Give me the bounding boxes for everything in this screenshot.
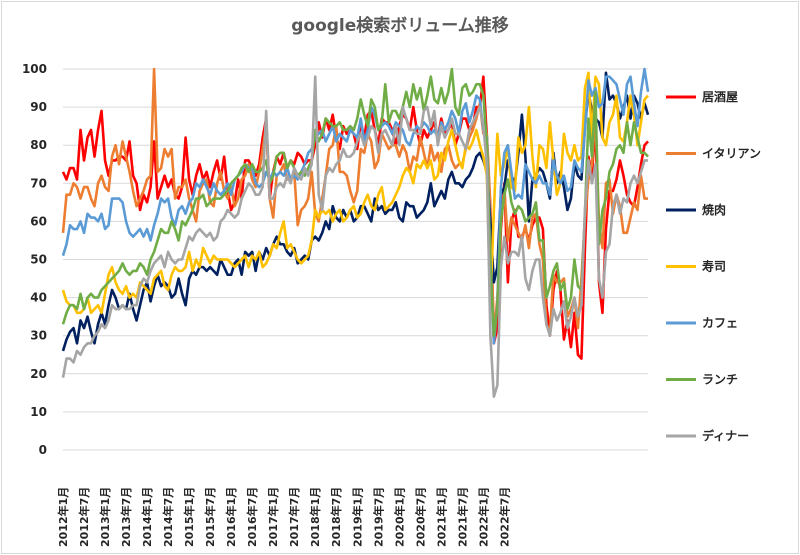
x-tick-label: 2019年7月 [371, 487, 385, 547]
y-tick-label: 40 [30, 291, 47, 305]
x-tick-label: 2012年1月 [56, 487, 70, 547]
x-tick-label: 2022年7月 [497, 487, 511, 547]
x-tick-label: 2017年7月 [287, 487, 301, 547]
x-tick-label: 2021年1月 [434, 487, 448, 547]
x-tick-label: 2013年1月 [98, 487, 112, 547]
x-tick-label: 2022年1月 [476, 487, 490, 547]
legend-label: カフェ [702, 316, 738, 330]
x-tick-label: 2019年1月 [350, 487, 364, 547]
y-tick-label: 50 [30, 253, 47, 267]
x-tick-label: 2016年1月 [224, 487, 238, 547]
x-tick-label: 2016年7月 [245, 487, 259, 547]
x-tick-label: 2021年7月 [455, 487, 469, 547]
x-tick-label: 2018年7月 [329, 487, 343, 547]
y-tick-label: 70 [30, 176, 47, 190]
chart-title: google検索ボリューム推移 [291, 15, 509, 36]
y-tick-label: 0 [39, 443, 47, 457]
legend-label: 焼肉 [702, 202, 726, 217]
x-tick-label: 2012年7月 [77, 487, 91, 547]
x-tick-label: 2017年1月 [266, 487, 280, 547]
series-line [61, 67, 650, 345]
x-tick-label: 2014年7月 [161, 487, 175, 547]
series-line [61, 67, 649, 338]
y-axis-ticks: 0 10 20 30 40 50 60 70 80 90 100 [22, 62, 47, 457]
x-axis-ticks: 2012年1月 2012年7月 2013年1月 2013年7月 2014年1月 2014年… [56, 487, 511, 547]
legend-label: ランチ [702, 373, 738, 387]
series-line [61, 71, 649, 315]
x-tick-label: 2015年1月 [182, 487, 196, 547]
legend-label: 寿司 [702, 259, 726, 274]
y-tick-label: 100 [22, 62, 47, 76]
y-tick-label: 80 [30, 138, 47, 152]
legend-label: ディナー [702, 428, 749, 443]
y-tick-label: 90 [30, 100, 47, 114]
x-tick-label: 2013年7月 [119, 487, 133, 547]
x-tick-label: 2020年1月 [392, 487, 406, 547]
y-tick-label: 60 [30, 214, 47, 228]
series-lines [61, 67, 650, 398]
y-tick-label: 10 [30, 405, 47, 419]
legend-label: イタリアン [702, 147, 761, 161]
x-tick-label: 2014年1月 [140, 487, 154, 547]
x-tick-label: 2018年1月 [308, 487, 322, 547]
x-tick-label: 2015年7月 [203, 487, 217, 547]
y-tick-label: 30 [30, 329, 47, 343]
y-tick-label: 20 [30, 367, 47, 381]
series-line [61, 75, 648, 398]
legend-label: 居酒屋 [702, 90, 738, 104]
x-tick-label: 2020年7月 [413, 487, 427, 547]
